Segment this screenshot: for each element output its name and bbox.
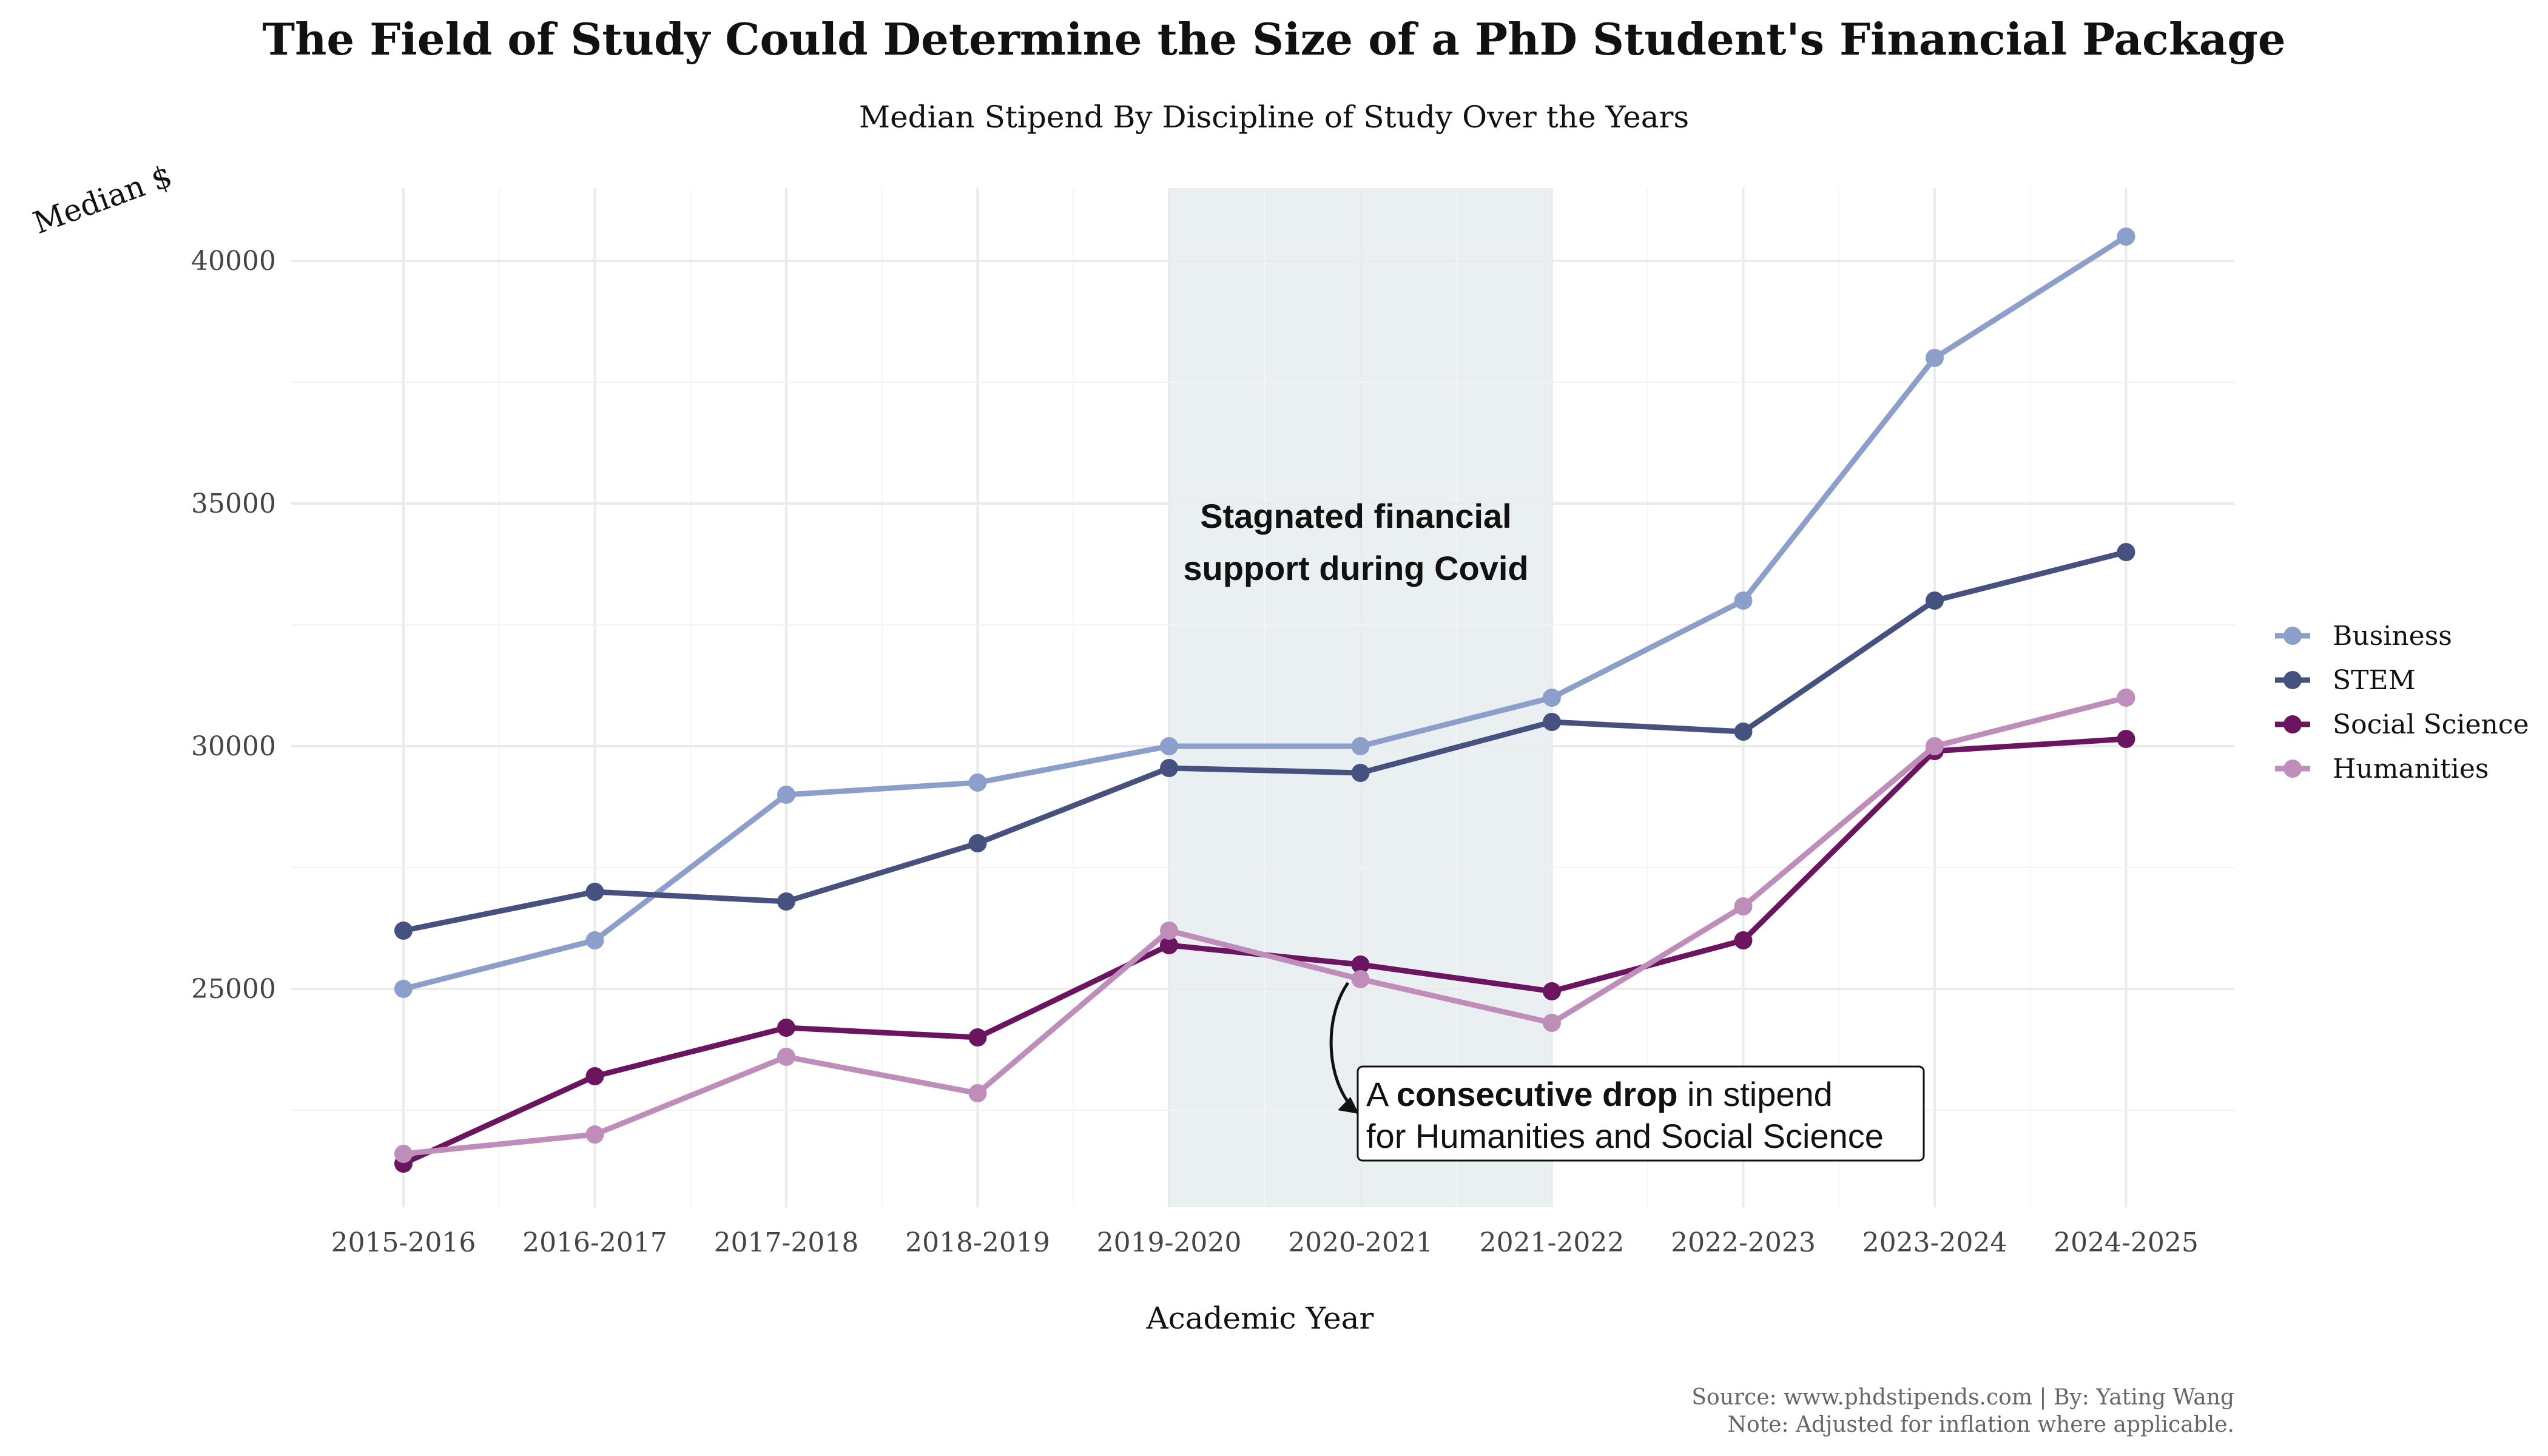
series-layer: [394, 228, 2135, 1173]
series-line-business: [400, 234, 2129, 992]
x-axis-title: Academic Year: [1146, 1301, 1374, 1336]
data-point-stem: [968, 834, 987, 852]
x-axis-ticks: 2015-2016 2016-2017 2017-2018 2018-2019 2019…: [331, 1227, 2199, 1258]
data-point-social-science: [968, 1028, 987, 1046]
legend-label-business: Business: [2333, 621, 2452, 652]
data-point-business: [1160, 737, 1178, 755]
drop-annotation-suffix: in stipend: [1678, 1075, 1833, 1113]
data-point-stem: [1734, 723, 1753, 741]
x-tick-label: 2015-2016: [331, 1227, 476, 1258]
legend-key-point-social-science: [2283, 715, 2302, 733]
data-point-business: [1351, 737, 1370, 755]
y-axis-ticks: 25000 30000 35000 40000: [191, 246, 276, 1005]
data-point-business: [1926, 349, 1944, 367]
data-point-business: [1543, 689, 1561, 707]
x-tick-label: 2017-2018: [714, 1227, 859, 1258]
data-point-business: [968, 774, 987, 792]
data-point-humanities: [1351, 970, 1370, 988]
data-point-social-science: [585, 1067, 604, 1085]
data-point-humanities: [1734, 897, 1753, 915]
y-tick-label: 30000: [191, 731, 276, 762]
data-point-social-science: [1160, 936, 1178, 954]
drop-annotation-line2: for Humanities and Social Science: [1366, 1117, 1884, 1155]
data-point-humanities: [394, 1145, 413, 1163]
legend-key-point-humanities: [2283, 760, 2302, 778]
data-point-social-science: [777, 1019, 795, 1037]
chart-title: The Field of Study Could Determine the S…: [262, 13, 2285, 65]
x-tick-label: 2021-2022: [1480, 1227, 1625, 1258]
drop-annotation-prefix: A: [1366, 1075, 1397, 1113]
drop-annotation-bold: consecutive drop: [1397, 1075, 1678, 1113]
data-point-humanities: [968, 1084, 987, 1102]
data-point-business: [394, 980, 413, 998]
covid-annotation-line1: Stagnated financial: [1200, 497, 1511, 535]
data-point-business: [585, 931, 604, 949]
data-point-social-science: [2117, 730, 2135, 748]
drop-annotation-line1: A consecutive drop in stipend: [1366, 1075, 1833, 1113]
data-point-business: [777, 786, 795, 804]
legend-label-stem: STEM: [2333, 665, 2416, 696]
data-point-social-science: [1734, 931, 1753, 949]
y-tick-label: 25000: [191, 974, 276, 1005]
legend: Business STEM Social Science Humanities: [2275, 621, 2529, 784]
data-point-stem: [2117, 543, 2135, 561]
data-point-social-science: [1351, 956, 1370, 974]
data-point-stem: [394, 922, 413, 940]
legend-key-point-business: [2283, 627, 2302, 645]
data-point-humanities: [777, 1048, 795, 1066]
series-line-humanities: [400, 695, 2129, 1157]
x-tick-label: 2020-2021: [1288, 1227, 1433, 1258]
data-point-humanities: [2117, 689, 2135, 707]
data-point-business: [1734, 592, 1753, 610]
series-line-stem: [400, 549, 2129, 934]
x-tick-label: 2019-2020: [1097, 1227, 1242, 1258]
x-tick-label: 2023-2024: [1862, 1227, 2007, 1258]
chart-subtitle: Median Stipend By Discipline of Study Ov…: [859, 99, 1689, 135]
y-axis-title: Median $: [29, 158, 177, 241]
legend-key-point-stem: [2283, 671, 2302, 689]
drop-annotation-arrowhead: [1338, 1097, 1359, 1114]
data-point-stem: [1351, 764, 1370, 782]
data-point-social-science: [1543, 982, 1561, 1000]
covid-annotation-line2: support during Covid: [1183, 549, 1528, 587]
data-point-humanities: [585, 1125, 604, 1144]
caption-source: Source: www.phdstipends.com | By: Yating…: [1691, 1385, 2234, 1410]
x-tick-label: 2016-2017: [522, 1227, 667, 1258]
data-point-humanities: [1543, 1014, 1561, 1032]
data-point-stem: [1543, 713, 1561, 731]
data-point-business: [2117, 228, 2135, 246]
data-point-humanities: [1926, 737, 1944, 755]
y-tick-label: 40000: [191, 246, 276, 277]
y-tick-label: 35000: [191, 488, 276, 519]
data-point-humanities: [1160, 922, 1178, 940]
data-point-stem: [585, 883, 604, 901]
x-tick-label: 2024-2025: [2054, 1227, 2199, 1258]
drop-annotation-box: [1357, 1065, 1925, 1162]
x-tick-label: 2018-2019: [905, 1227, 1050, 1258]
data-point-stem: [1926, 592, 1944, 610]
legend-label-humanities: Humanities: [2333, 753, 2489, 784]
caption-note: Note: Adjusted for inflation where appli…: [1727, 1412, 2234, 1437]
legend-label-social-science: Social Science: [2333, 709, 2529, 740]
data-point-stem: [1160, 759, 1178, 777]
data-point-stem: [777, 892, 795, 911]
x-tick-label: 2022-2023: [1671, 1227, 1816, 1258]
